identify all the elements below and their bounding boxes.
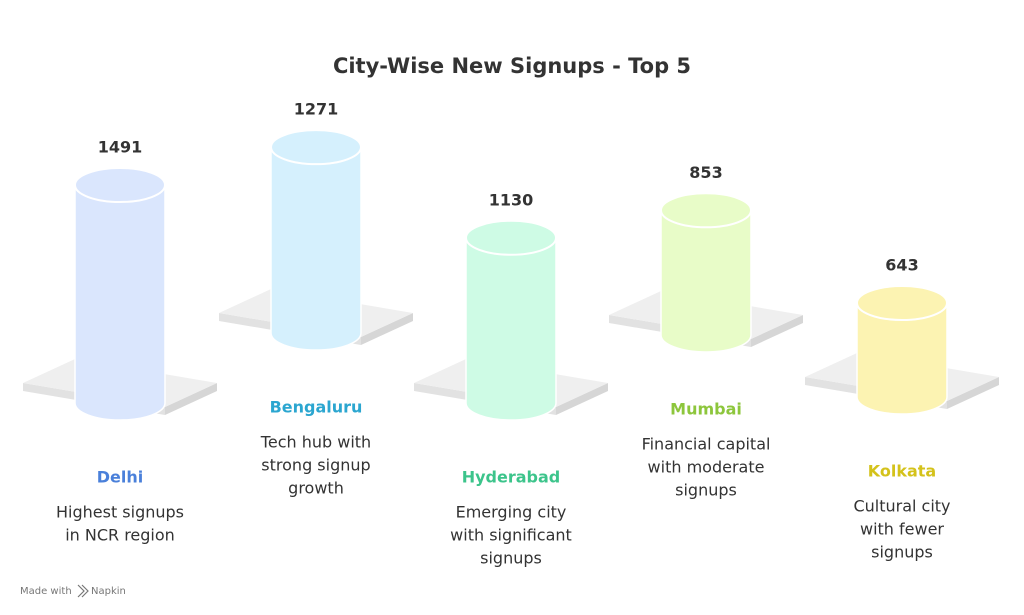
description: signups: [480, 549, 542, 568]
value-label: 1271: [294, 100, 339, 119]
value-label: 643: [885, 255, 918, 274]
category-label: Bengaluru: [270, 398, 363, 417]
description: Financial capital: [642, 435, 771, 454]
value-label: 853: [689, 163, 722, 182]
category-label: Mumbai: [670, 400, 742, 419]
description: Emerging city: [456, 503, 567, 522]
cylinder-top: [856, 284, 948, 321]
category-label: Hyderabad: [462, 468, 561, 487]
platform-side: [165, 383, 217, 415]
cylinder: [270, 146, 362, 351]
footer-prefix: Made with: [20, 586, 72, 597]
description: Highest signups: [56, 503, 184, 522]
description: with significant: [450, 526, 572, 545]
cylinder-top: [465, 219, 557, 256]
description: signups: [871, 543, 933, 562]
platform-side: [947, 377, 999, 409]
description: with fewer: [860, 520, 944, 539]
cylinder-top: [660, 192, 752, 229]
cylinder: [465, 237, 557, 421]
cylinder: [74, 184, 166, 421]
description: growth: [288, 479, 344, 498]
napkin-logo: [77, 584, 89, 598]
description: with moderate: [648, 458, 765, 477]
footer-brand: Napkin: [91, 586, 126, 597]
description: Tech hub with: [260, 433, 371, 452]
category-label: Kolkata: [868, 462, 936, 481]
value-label: 1130: [489, 190, 534, 209]
description: in NCR region: [65, 526, 175, 545]
cylinder-top: [74, 167, 166, 203]
platform-side: [556, 383, 608, 415]
cylinder: [660, 209, 752, 353]
cylinder-top: [270, 129, 362, 166]
description: strong signup: [261, 456, 370, 475]
cylinder: [856, 302, 948, 415]
value-label: 1491: [98, 138, 143, 157]
description: signups: [675, 481, 737, 500]
chart-title: City-Wise New Signups - Top 5: [333, 54, 691, 78]
platform-side: [751, 315, 803, 347]
platform-side: [361, 313, 413, 345]
description: Cultural city: [853, 497, 950, 516]
category-label: Delhi: [97, 468, 144, 487]
